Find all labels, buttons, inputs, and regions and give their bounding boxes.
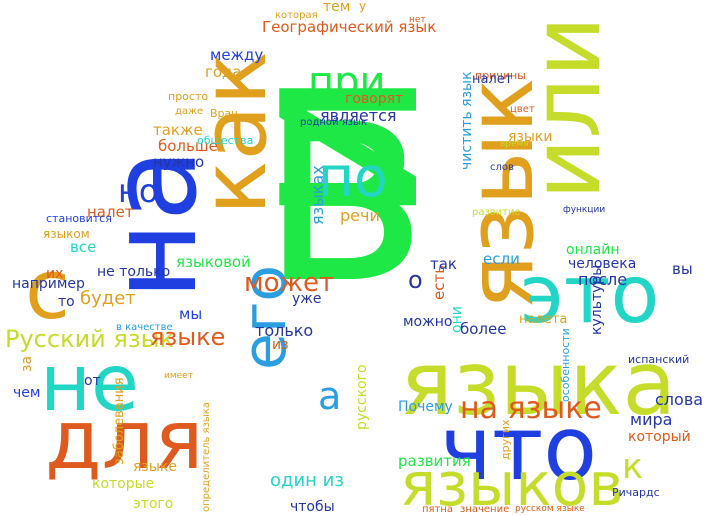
cloud-word: между	[210, 46, 264, 64]
cloud-word: определитель языка	[201, 402, 212, 512]
cloud-word: они	[449, 306, 465, 333]
cloud-word: больше	[158, 137, 218, 155]
cloud-word: языка	[400, 332, 677, 435]
cloud-word: который	[628, 429, 691, 445]
cloud-word: языки	[508, 129, 553, 145]
cloud-word: с	[25, 243, 71, 338]
cloud-word: по	[318, 145, 388, 209]
cloud-word: родной язык	[300, 117, 367, 128]
cloud-word: мира	[630, 410, 673, 429]
cloud-word: заболевания	[112, 377, 127, 465]
cloud-word: будет	[80, 288, 136, 309]
cloud-word: языков	[400, 450, 624, 515]
cloud-word: языках	[308, 165, 327, 225]
cloud-word: после	[578, 270, 628, 289]
cloud-word: что	[440, 397, 598, 500]
cloud-word: мы	[179, 305, 203, 323]
cloud-word: о	[408, 266, 423, 294]
cloud-word: даже	[175, 106, 204, 117]
cloud-word: а	[318, 374, 342, 418]
cloud-word: русского	[354, 364, 370, 430]
cloud-word: нет	[409, 15, 426, 25]
cloud-word: Географический язык	[262, 18, 437, 36]
cloud-word: которая	[275, 10, 318, 21]
cloud-word: русском языке	[515, 504, 585, 514]
cloud-word: становится	[46, 212, 112, 225]
cloud-word: уже	[292, 291, 322, 307]
cloud-word: можно	[403, 314, 453, 330]
cloud-word: к	[622, 447, 644, 487]
cloud-word: языком	[43, 227, 90, 241]
cloud-word: так	[430, 255, 457, 273]
cloud-word: Почему	[398, 399, 453, 415]
cloud-word: если	[483, 250, 520, 268]
cloud-word: это	[520, 248, 660, 341]
cloud-word: говорят	[345, 91, 404, 107]
cloud-word: причины	[475, 69, 526, 82]
cloud-word: Ричардс	[612, 486, 660, 499]
cloud-word: этого	[133, 496, 174, 512]
cloud-word: один из	[270, 470, 344, 491]
cloud-word: например	[12, 276, 85, 292]
cloud-word: человека	[568, 256, 637, 272]
cloud-word: то	[58, 294, 75, 310]
cloud-word: не только	[97, 264, 171, 280]
cloud-word: является	[320, 106, 397, 125]
cloud-word: их	[46, 266, 64, 282]
cloud-word: значение	[460, 504, 510, 515]
cloud-word: которые	[92, 476, 155, 492]
cloud-word: может	[244, 268, 335, 298]
cloud-word: имеет	[164, 371, 193, 381]
cloud-word: налет	[87, 203, 134, 221]
cloud-word: для	[45, 393, 204, 488]
cloud-word: все	[70, 238, 97, 256]
cloud-word: Русский язык	[5, 325, 175, 353]
cloud-word: на языке	[460, 391, 602, 426]
cloud-word: общества	[197, 134, 254, 147]
cloud-word: Врач	[210, 107, 238, 120]
cloud-word: языке	[133, 459, 177, 475]
cloud-word: от	[84, 373, 101, 389]
cloud-word: слова	[655, 390, 704, 409]
cloud-word: развитие	[472, 207, 521, 218]
cloud-word: тем	[323, 0, 351, 15]
cloud-word: в	[258, 11, 429, 348]
cloud-word: чтобы	[290, 499, 335, 515]
cloud-word: слов	[490, 162, 514, 173]
cloud-word: развития	[398, 452, 471, 470]
cloud-word: других	[499, 419, 512, 460]
cloud-word: испанский	[628, 353, 690, 366]
cloud-word: речи	[340, 206, 380, 225]
cloud-word: из	[272, 337, 289, 353]
cloud-word: более	[460, 320, 507, 338]
cloud-word: особенности	[559, 328, 572, 402]
cloud-word: время	[500, 139, 529, 149]
cloud-word: языковой	[176, 253, 251, 271]
cloud-word: также	[153, 121, 203, 139]
cloud-word: только	[255, 321, 314, 340]
cloud-word: при	[308, 59, 386, 105]
cloud-word: цвет	[510, 104, 535, 115]
cloud-word: налет	[472, 72, 513, 87]
cloud-word: культуры	[589, 264, 605, 335]
cloud-word: функции	[563, 205, 606, 215]
cloud-word: но	[118, 172, 159, 210]
cloud-word: налета	[519, 312, 568, 327]
cloud-word: языке	[150, 323, 226, 351]
cloud-word: вы	[672, 260, 693, 278]
cloud-word: онлайн	[566, 242, 620, 258]
cloud-word: просто	[168, 90, 209, 103]
cloud-word: в качестве	[116, 322, 173, 333]
cloud-word: пятна	[422, 504, 454, 515]
cloud-word: года	[205, 63, 242, 81]
cloud-word: у	[359, 0, 367, 13]
cloud-word: не	[40, 339, 139, 429]
cloud-word: чем	[13, 385, 41, 401]
cloud-word: нужно	[153, 153, 205, 171]
cloud-word: за	[19, 355, 35, 372]
